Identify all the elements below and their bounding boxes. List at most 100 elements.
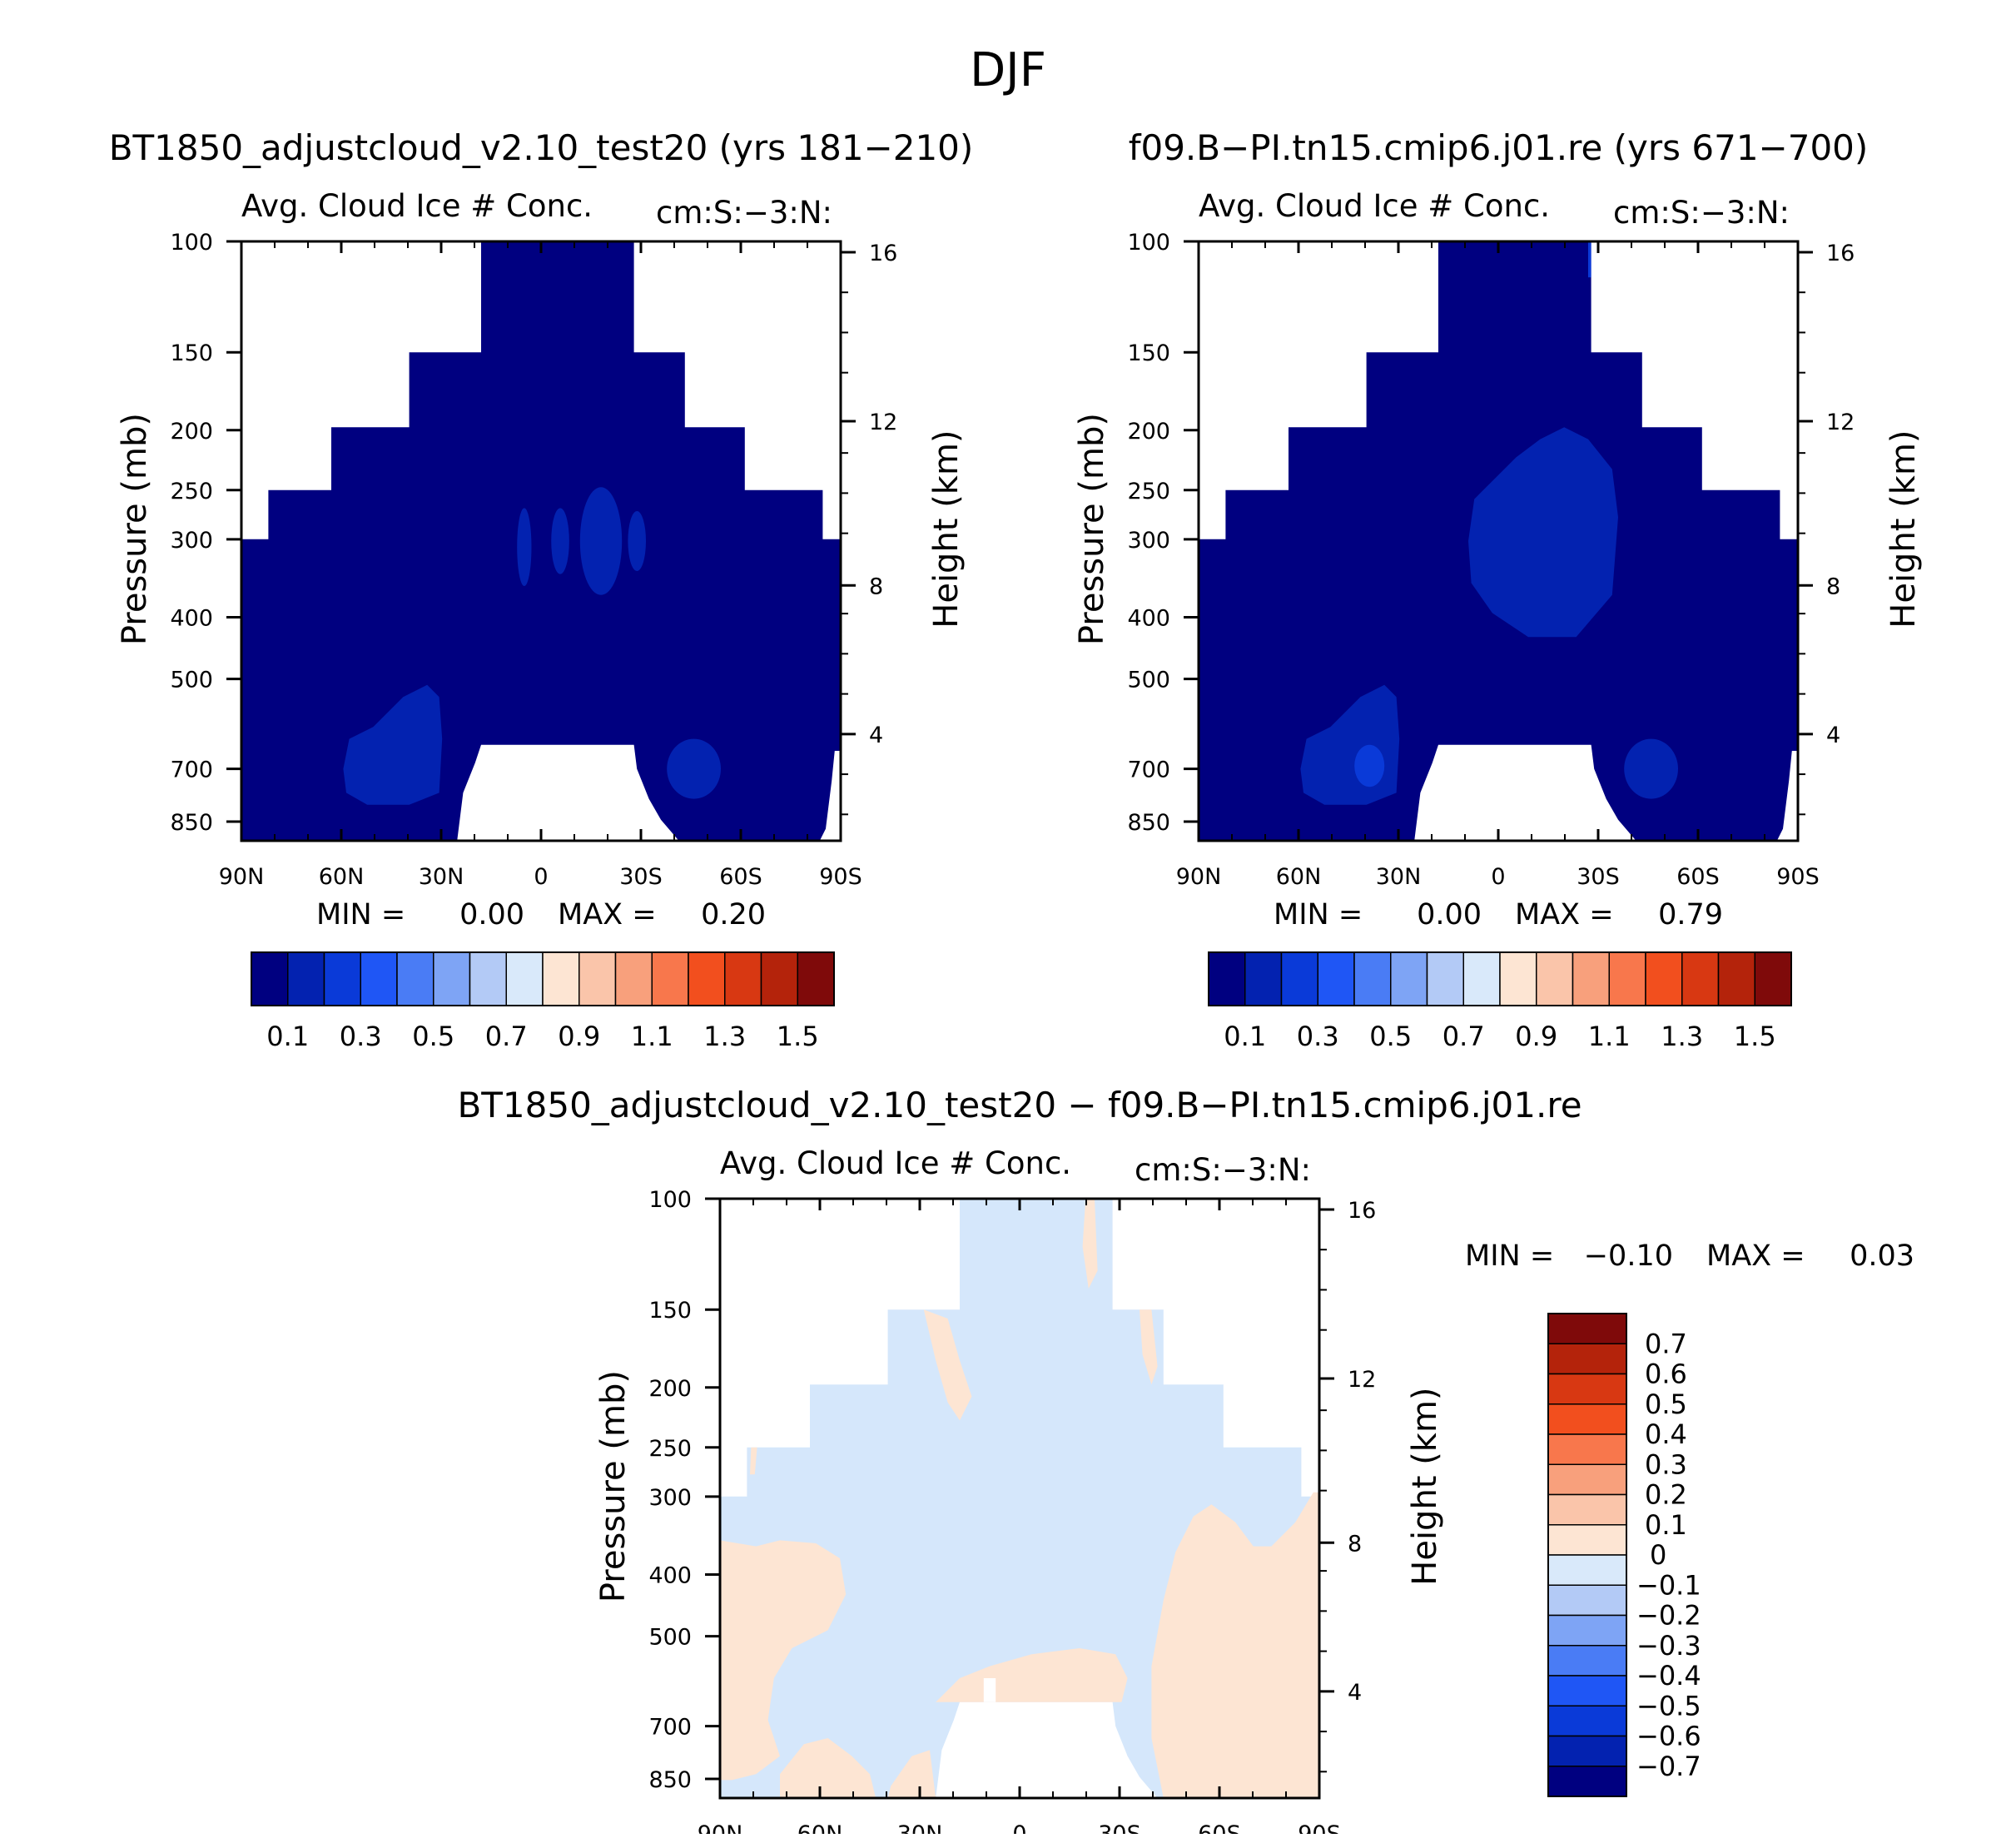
colorbar-frame	[1208, 951, 1792, 1006]
x-tick-label: 30N	[1376, 864, 1422, 890]
colorbar-label: 1.1	[631, 1021, 673, 1052]
y-right-tick-label: 8	[869, 574, 883, 599]
y-right-tick-label: 12	[1348, 1367, 1376, 1393]
contour-fill-positive	[720, 1540, 847, 1781]
y-tick-label: 300	[1127, 528, 1170, 554]
colorbar-label: 1.1	[1588, 1021, 1631, 1052]
colorbar-swatch	[1499, 951, 1537, 1006]
x-tick-label: 60S	[1198, 1821, 1241, 1834]
colorbar-label: −0.3	[1636, 1630, 1701, 1662]
panel-control: 90N 60N 30N 0 30S 60S 90S 100 150 200 250 300 400 500…	[109, 127, 974, 1052]
colorbar-swatch	[1547, 1554, 1627, 1586]
contour-fill-positive	[923, 1309, 972, 1421]
y-right-tick-label: 4	[1826, 723, 1840, 748]
x-tick-label: 90S	[1298, 1821, 1341, 1834]
y-right-tick-label: 12	[869, 410, 897, 435]
y-right-axis-title: Height (km)	[1406, 1387, 1444, 1585]
y-right-tick-label: 4	[869, 723, 883, 748]
y-right-tick-label: 4	[1348, 1680, 1362, 1706]
y-tick-label: 850	[1127, 810, 1170, 836]
contour-fill-cell-1	[517, 508, 532, 587]
y-tick-label: 700	[648, 1715, 692, 1741]
y-tick-label: 250	[1127, 479, 1170, 504]
colorbar-swatch	[1681, 951, 1720, 1006]
max-label: MAX =	[558, 898, 657, 931]
y-tick-label: 200	[170, 419, 213, 445]
colorbar-label: 0.7	[1645, 1328, 1687, 1359]
min-label: MIN =	[1274, 898, 1363, 931]
panel-subtitle-left: Avg. Cloud Ice # Conc.	[241, 188, 593, 224]
y-tick-label: 150	[170, 340, 213, 366]
y-tick-label: 500	[170, 668, 213, 693]
panel-reference: 90N 60N 30N 0 30S 60S 90S 100 150 200 250 300 400 500…	[1073, 127, 1923, 1052]
colorbar-swatch	[797, 951, 835, 1006]
y-tick-label: 400	[170, 605, 213, 631]
colorbar-swatch	[1547, 1735, 1627, 1767]
y-tick-label: 850	[648, 1767, 692, 1793]
y-tick-label: 250	[170, 479, 213, 504]
contour-fill-blob-right	[667, 738, 721, 799]
max-value: 0.20	[701, 898, 766, 931]
colorbar-swatch	[1317, 951, 1355, 1006]
colorbar-swatch	[1547, 1584, 1627, 1617]
y-tick-label: 200	[1127, 419, 1170, 445]
y-right-tick-label: 16	[1348, 1198, 1376, 1224]
colorbar-swatch	[1547, 1343, 1627, 1375]
contour-fill-cell-2	[551, 508, 569, 574]
colorbar-label: 1.5	[1734, 1021, 1776, 1052]
x-tick-label: 30S	[1577, 864, 1620, 890]
contour-fill-positive	[1140, 1309, 1158, 1385]
colorbar-swatch	[1536, 951, 1574, 1006]
x-tick-label: 60N	[1276, 864, 1322, 890]
colorbar-swatch	[1547, 1766, 1627, 1797]
colorbar-label: 1.5	[777, 1021, 819, 1052]
colorbar-label: 0.5	[1369, 1021, 1412, 1052]
colorbar-label: 1.3	[1661, 1021, 1703, 1052]
colorbar-label: 0.1	[1645, 1509, 1687, 1541]
y-tick-label: 100	[648, 1187, 692, 1213]
y-tick-label: 700	[1127, 758, 1170, 783]
colorbar-swatch	[1572, 951, 1610, 1006]
max-label: MAX =	[1515, 898, 1614, 931]
colorbar-swatch	[251, 951, 289, 1006]
panel-title: BT1850_adjustcloud_v2.10_test20 (yrs 181…	[109, 127, 974, 168]
x-tick-label: 30S	[1098, 1821, 1141, 1834]
colorbar-swatch	[1353, 951, 1392, 1006]
plot-area	[241, 241, 841, 841]
contour-fill-blob-left	[343, 684, 443, 805]
x-tick-label: 30S	[619, 864, 663, 890]
colorbar-label: 0.6	[1645, 1359, 1687, 1390]
colorbar-frame	[1547, 1313, 1627, 1797]
min-value: 0.00	[459, 898, 524, 931]
colorbar-label: 0.3	[1645, 1448, 1687, 1480]
colorbar-swatch	[1547, 1373, 1627, 1405]
colorbar-swatch	[1547, 1675, 1627, 1706]
x-tick-label: 90N	[698, 1821, 743, 1834]
y-right-tick-label: 8	[1348, 1531, 1362, 1557]
colorbar-swatch	[578, 951, 617, 1006]
x-tick-label: 30N	[419, 864, 464, 890]
colorbar-swatch	[505, 951, 544, 1006]
panel-difference: 90N 60N 30N 0 30S 60S 90S 100 150 200 250 300 400 500…	[457, 1085, 1914, 1838]
colorbar-label: 0.1	[266, 1021, 309, 1052]
colorbar-label: 0.3	[1297, 1021, 1339, 1052]
contour-fill-positive	[936, 1648, 1128, 1702]
y-right-tick-label: 16	[869, 241, 897, 266]
colorbar-swatch	[433, 951, 471, 1006]
colorbar-swatch	[1645, 951, 1683, 1006]
panel-subtitle-right: cm:S:−3:N:	[1135, 1152, 1311, 1188]
min-value: 0.00	[1417, 898, 1482, 931]
colorbar-swatch	[1608, 951, 1646, 1006]
colorbar-swatch	[287, 951, 325, 1006]
y-tick-label: 850	[170, 810, 213, 836]
colorbar-swatch	[688, 951, 726, 1006]
x-tick-label: 90N	[1176, 864, 1222, 890]
colorbar-swatch	[1754, 951, 1792, 1006]
contour-fill-cell-3	[579, 487, 623, 595]
x-tick-label: 0	[534, 864, 548, 890]
colorbar-label: −0.2	[1636, 1600, 1701, 1632]
panel-subtitle-left: Avg. Cloud Ice # Conc.	[1199, 188, 1550, 224]
colorbar-label: 0.7	[485, 1021, 528, 1052]
y-tick-label: 150	[1127, 340, 1170, 366]
y-axis-title: Pressure (mb)	[1073, 413, 1111, 645]
